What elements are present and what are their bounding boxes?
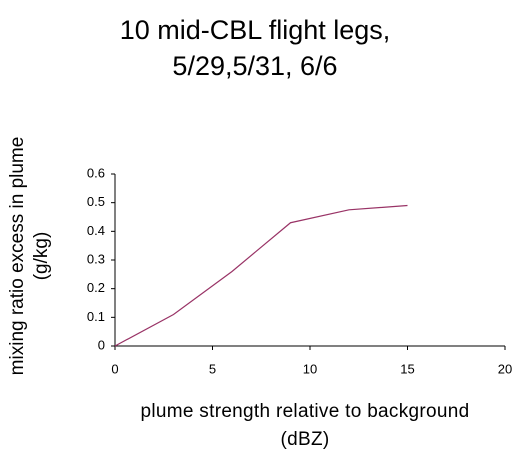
y-tick-label: 0.3 bbox=[87, 251, 105, 266]
chart-title: 10 mid-CBL flight legs, 5/29,5/31, 6/6 bbox=[119, 15, 391, 81]
y-tick-label: 0.4 bbox=[87, 223, 105, 238]
x-tick-label: 10 bbox=[303, 361, 317, 376]
y-tick-label: 0.6 bbox=[87, 165, 105, 180]
x-tick-label: 5 bbox=[209, 361, 216, 376]
data-line bbox=[114, 204, 408, 347]
y-tick-label: 0 bbox=[98, 337, 105, 352]
y-tick-label: 0.1 bbox=[87, 309, 105, 324]
x-tick-label: 20 bbox=[498, 361, 512, 376]
y-tick-label: 0.2 bbox=[87, 280, 105, 295]
x-axis-label: plume strength relative to background (d… bbox=[140, 401, 470, 450]
x-tick-label: 0 bbox=[111, 361, 118, 376]
x-tick-label: 15 bbox=[400, 361, 414, 376]
y-tick-label: 0.5 bbox=[87, 194, 105, 209]
